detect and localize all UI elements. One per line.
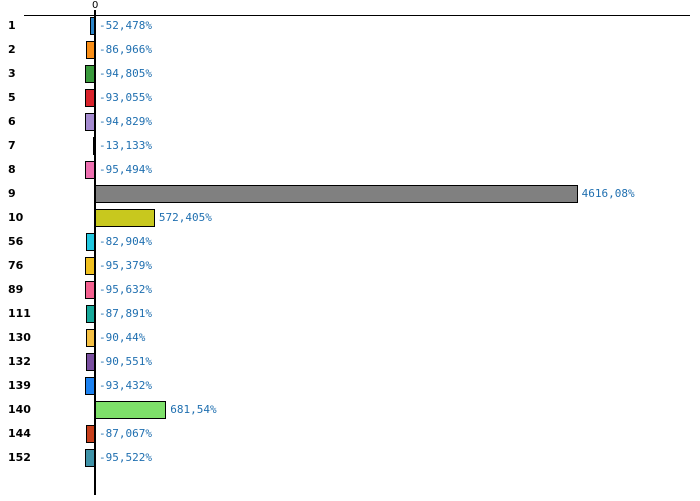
bar [85, 449, 95, 467]
bar-row: 2 -86,966% [0, 40, 700, 64]
bar-row: 89 -95,632% [0, 280, 700, 304]
bar-category-label: 89 [8, 283, 24, 296]
bar-category-label: 76 [8, 259, 24, 272]
bar-category-label: 2 [8, 43, 16, 56]
bar-value-label: -93,432% [99, 379, 152, 392]
bar [95, 185, 578, 203]
bar-row: 8 -95,494% [0, 160, 700, 184]
bar [85, 425, 95, 443]
bar-value-label: -86,966% [99, 43, 152, 56]
bar-value-label: 681,54% [170, 403, 217, 416]
bar-row: 111 -87,891% [0, 304, 700, 328]
bar-value-label: -95,494% [99, 163, 152, 176]
bar-row: 6 -94,829% [0, 112, 700, 136]
bar-value-label: -52,478% [99, 19, 152, 32]
bar [85, 377, 95, 395]
bar-row: 10 572,405% [0, 208, 700, 232]
axis-top-line [24, 15, 690, 16]
bar-category-label: 111 [8, 307, 31, 320]
bar-value-label: -90,551% [99, 355, 152, 368]
bar [85, 161, 95, 179]
bar-value-label: -82,904% [99, 235, 152, 248]
bar-value-label: -95,632% [99, 283, 152, 296]
bar [93, 137, 95, 155]
bar-category-label: 10 [8, 211, 24, 224]
bar [85, 41, 95, 59]
bar-category-label: 6 [8, 115, 16, 128]
bar-category-label: 56 [8, 235, 24, 248]
bar-category-label: 9 [8, 187, 16, 200]
bar [85, 65, 95, 83]
bar-row: 144 -87,067% [0, 424, 700, 448]
bar-category-label: 152 [8, 451, 31, 464]
bar-row: 140 681,54% [0, 400, 700, 424]
bar-row: 132 -90,551% [0, 352, 700, 376]
bar-category-label: 144 [8, 427, 31, 440]
bar [85, 353, 95, 371]
bar-row: 9 4616,08% [0, 184, 700, 208]
bar-row: 7 -13,133% [0, 136, 700, 160]
bar-row: 76 -95,379% [0, 256, 700, 280]
bar-row: 152 -95,522% [0, 448, 700, 472]
bar-row: 3 -94,805% [0, 64, 700, 88]
bar [86, 233, 95, 251]
bar-row: 139 -93,432% [0, 376, 700, 400]
bar-value-label: -93,055% [99, 91, 152, 104]
bar [89, 17, 95, 35]
bar-category-label: 132 [8, 355, 31, 368]
bar-value-label: -13,133% [99, 139, 152, 152]
bar-value-label: -87,891% [99, 307, 152, 320]
bar-category-label: 8 [8, 163, 16, 176]
bar-category-label: 139 [8, 379, 31, 392]
bar-category-label: 140 [8, 403, 31, 416]
bar-value-label: -95,522% [99, 451, 152, 464]
bar [85, 89, 95, 107]
bar-value-label: -95,379% [99, 259, 152, 272]
bar [85, 257, 95, 275]
bar [85, 113, 95, 131]
axis-zero-vertical-line [94, 10, 96, 495]
bar-category-label: 130 [8, 331, 31, 344]
bar-row: 130 -90,44% [0, 328, 700, 352]
bar-value-label: -90,44% [99, 331, 146, 344]
bar-value-label: 572,405% [158, 211, 212, 224]
bar-category-label: 3 [8, 67, 16, 80]
bar [95, 209, 155, 227]
bar-category-label: 7 [8, 139, 16, 152]
bar-category-label: 5 [8, 91, 16, 104]
bar [85, 305, 95, 323]
bar-row: 5 -93,055% [0, 88, 700, 112]
bar [85, 281, 95, 299]
bar-row: 56 -82,904% [0, 232, 700, 256]
bar-value-label: 4616,08% [581, 187, 635, 200]
bar-value-label: -94,805% [99, 67, 152, 80]
bar [85, 329, 95, 347]
axis-zero-label: 0 [92, 0, 99, 11]
bar-category-label: 1 [8, 19, 16, 32]
bar-row: 1 -52,478% [0, 16, 700, 40]
bar-value-label: -94,829% [99, 115, 152, 128]
bar-value-label: -87,067% [99, 427, 152, 440]
bar [95, 401, 167, 419]
